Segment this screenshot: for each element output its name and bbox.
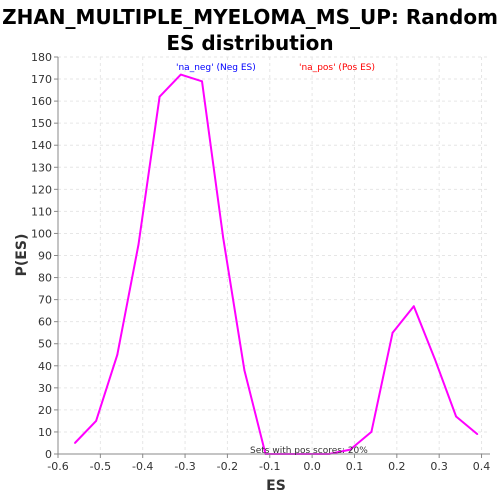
series-point	[349, 448, 352, 451]
series-point	[243, 369, 246, 372]
y-tick-label: 140	[31, 139, 52, 152]
x-tick-label: 0.1	[346, 460, 364, 473]
series-point	[201, 80, 203, 83]
series-point	[95, 420, 98, 422]
x-tick-label: 0.3	[430, 460, 448, 473]
y-tick-label: 160	[31, 95, 52, 108]
y-tick-label: 150	[31, 117, 52, 130]
series-point	[222, 236, 225, 239]
annotation-pos-scores: Sets with pos scores: 20%	[250, 446, 368, 456]
x-tick-label: -0.6	[47, 460, 68, 473]
series-point	[179, 73, 182, 76]
series-point	[476, 433, 479, 436]
y-tick-label: 130	[31, 161, 52, 174]
y-tick-label: 40	[38, 360, 52, 373]
legend-neg: 'na_neg' (Neg ES)	[176, 63, 256, 73]
grid-lines	[57, 56, 490, 455]
series-point	[412, 305, 415, 308]
y-tick-label: 30	[38, 382, 52, 395]
x-tick-label: -0.5	[90, 460, 111, 473]
x-tick-label: 0.0	[303, 460, 321, 473]
y-tick-label: 120	[31, 183, 52, 196]
series-point	[434, 358, 436, 361]
x-tick-label: 0.2	[388, 460, 406, 473]
x-tick-label: -0.1	[259, 460, 280, 473]
series-point	[116, 353, 119, 356]
x-tick-label: -0.3	[174, 460, 195, 473]
series-point	[455, 415, 458, 418]
y-tick-label: 180	[31, 51, 52, 64]
series-point	[74, 442, 76, 444]
y-tick-label: 70	[38, 294, 52, 307]
y-tick-label: 20	[38, 404, 52, 417]
chart-title: ZHAN_MULTIPLE_MYELOMA_MS_UP: Random ES d…	[2, 5, 498, 55]
y-tick-label: 80	[38, 272, 52, 285]
series-point	[158, 95, 161, 98]
x-tick-label: 0.4	[473, 460, 491, 473]
x-ticks: -0.6 -0.5 -0.4 -0.3 -0.2 -0.1 0.0 0.1 0.2 0.3 0.4	[47, 454, 490, 473]
x-tick-label: -0.2	[217, 460, 238, 473]
y-tick-label: 170	[31, 73, 52, 86]
series-point	[137, 243, 140, 246]
y-tick-label: 50	[38, 338, 52, 351]
y-tick-label: 90	[38, 250, 52, 263]
y-tick-label: 110	[31, 205, 52, 218]
y-tick-label: 60	[38, 316, 52, 329]
y-axis-title: P(ES)	[14, 234, 30, 277]
series-point	[391, 331, 394, 334]
y-tick-label: 100	[31, 227, 52, 240]
y-ticks: 0 10 20 30 40 50 60 70 80 90 100 110 120 130 140 150 160…	[31, 51, 58, 461]
y-tick-label: 10	[38, 426, 52, 439]
legend-pos: 'na_pos' (Pos ES)	[299, 63, 375, 73]
y-tick-label: 0	[45, 448, 52, 461]
x-axis-title: ES	[266, 478, 286, 494]
series-point	[370, 431, 373, 433]
x-tick-label: -0.4	[132, 460, 153, 473]
